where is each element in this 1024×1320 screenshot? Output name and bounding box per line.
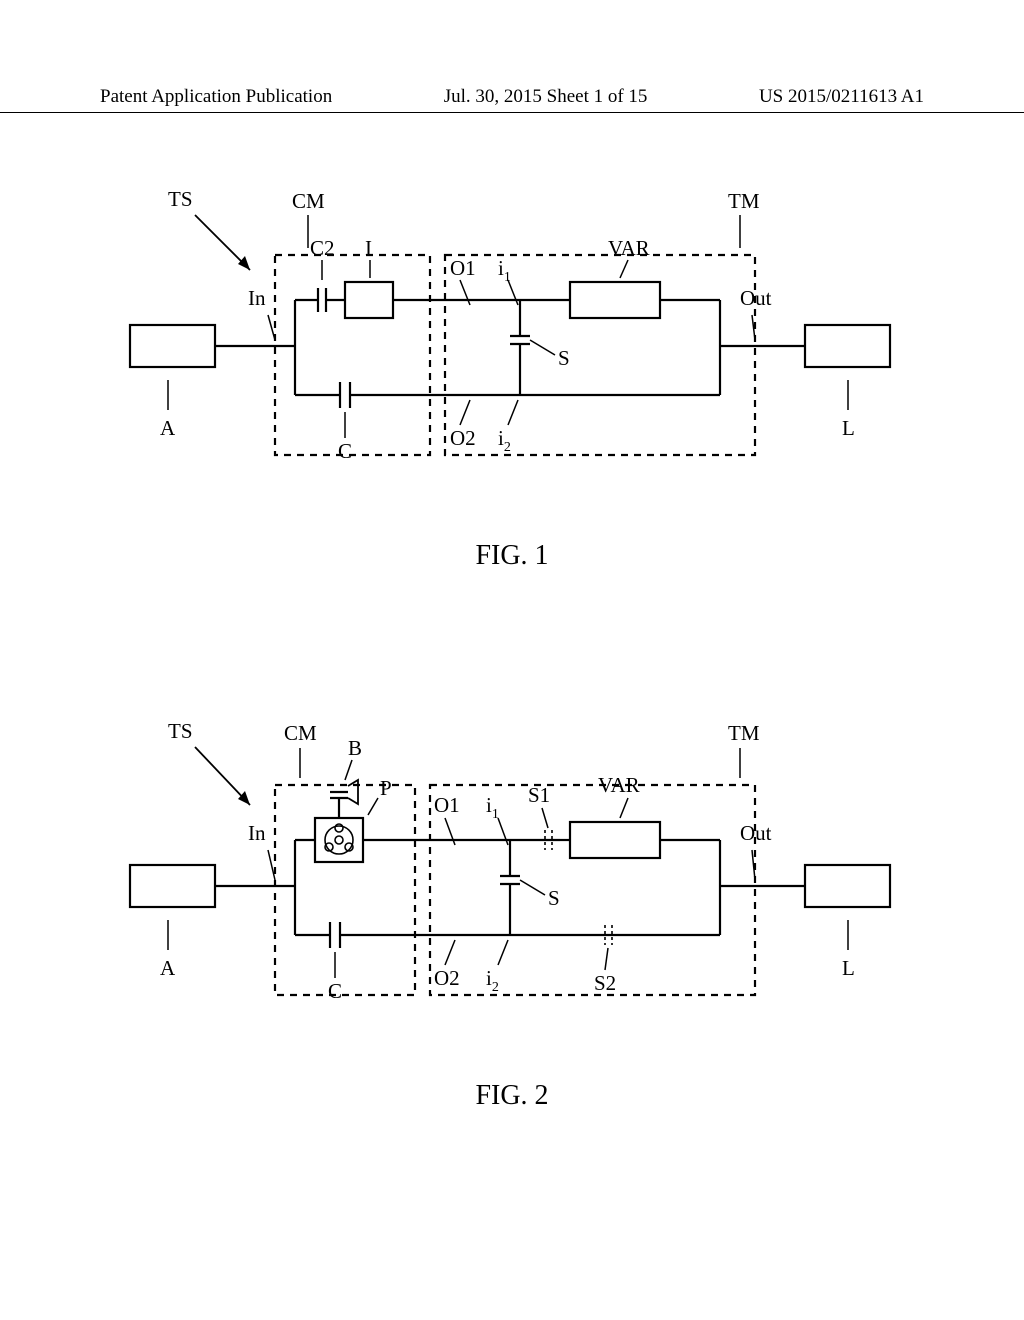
label-O1: O1 <box>450 256 476 280</box>
label-C-2: C <box>328 979 342 1003</box>
label-TS: TS <box>168 187 193 211</box>
label-VAR2: VAR <box>598 773 640 797</box>
header-center: Jul. 30, 2015 Sheet 1 of 15 <box>444 86 648 108</box>
label-C: C <box>338 439 352 463</box>
label-i2-2: i2 <box>486 966 499 995</box>
label-TM: TM <box>728 189 760 213</box>
label-CM: CM <box>292 189 325 213</box>
label-O2: O2 <box>450 426 476 450</box>
figure-1-svg: A CM In C2 I <box>0 160 1024 500</box>
label-P: P <box>380 776 392 800</box>
figure-1: A CM In C2 I <box>0 160 1024 500</box>
header-left: Patent Application Publication <box>100 86 332 108</box>
label-Out: Out <box>740 286 772 310</box>
label-L2: L <box>842 956 855 980</box>
label-CM2: CM <box>284 721 317 745</box>
label-C2: C2 <box>310 236 335 260</box>
label-Out2: Out <box>740 821 772 845</box>
label-VAR: VAR <box>608 236 650 260</box>
label-i1: i1 <box>498 256 511 285</box>
label-S-2: S <box>548 886 560 910</box>
label-In2: In <box>248 821 266 845</box>
label-L: L <box>842 416 855 440</box>
label-S1: S1 <box>528 783 550 807</box>
figure-2-caption: FIG. 2 <box>0 1080 1024 1112</box>
page-header: Patent Application Publication Jul. 30, … <box>0 86 1024 113</box>
figure-1-caption: FIG. 1 <box>0 540 1024 572</box>
label-A: A <box>160 416 176 440</box>
label-i1-2: i1 <box>486 793 499 822</box>
label-TS2: TS <box>168 719 193 743</box>
header-right: US 2015/0211613 A1 <box>759 86 924 108</box>
label-O1-2: O1 <box>434 793 460 817</box>
label-TM2: TM <box>728 721 760 745</box>
figure-2: A CM In B P <box>0 680 1024 1040</box>
label-In: In <box>248 286 266 310</box>
label-i2: i2 <box>498 426 511 455</box>
label-I: I <box>365 236 372 260</box>
figure-2-svg: A CM In B P <box>0 680 1024 1040</box>
label-S2: S2 <box>594 971 616 995</box>
label-B: B <box>348 736 362 760</box>
label-S: S <box>558 346 570 370</box>
label-O2-2: O2 <box>434 966 460 990</box>
label-A2: A <box>160 956 176 980</box>
